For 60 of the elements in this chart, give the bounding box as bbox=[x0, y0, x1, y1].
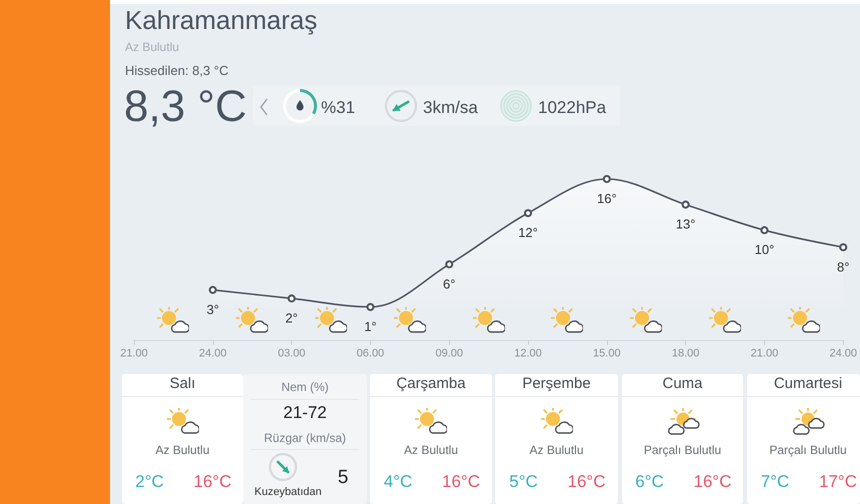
text: 16°C bbox=[694, 472, 732, 491]
text: Perşembe bbox=[522, 375, 591, 392]
data-label: 16° bbox=[596, 191, 617, 206]
chart-subtitle: Az Bulutlu bbox=[125, 40, 180, 54]
x-tick-label: 18.00 bbox=[672, 348, 700, 360]
x-tick-label: 21.00 bbox=[750, 348, 778, 360]
text: Cumartesi bbox=[774, 375, 842, 392]
text: 21-72 bbox=[283, 402, 327, 422]
text: Az Bulutlu bbox=[155, 442, 210, 457]
text: 16°C bbox=[568, 472, 606, 491]
text: Çarşamba bbox=[396, 375, 466, 392]
data-label: 6° bbox=[442, 276, 456, 292]
x-tick-label: 21.00 bbox=[120, 348, 148, 360]
text: Kuzeybatıdan bbox=[254, 486, 322, 498]
text: Az Bulutlu bbox=[404, 442, 458, 457]
text: Rüzgar (km/sa) bbox=[264, 430, 346, 445]
text: 2°C bbox=[135, 472, 164, 491]
text: 16°C bbox=[442, 472, 480, 491]
chart-title: Kahramanmaraş bbox=[125, 4, 318, 35]
text: Parçalı Bulutlu bbox=[769, 442, 847, 457]
text: 1022hPa bbox=[538, 98, 606, 117]
text: 4°C bbox=[384, 472, 412, 491]
text: 17°C bbox=[819, 472, 857, 491]
text: 3km/sa bbox=[423, 98, 478, 117]
text: Cuma bbox=[662, 375, 702, 392]
text: 8,3 °C bbox=[124, 82, 247, 131]
text: Az Bulutlu bbox=[529, 442, 584, 457]
text: 7°C bbox=[760, 472, 790, 491]
data-label: 3° bbox=[206, 302, 220, 317]
x-tick-label: 12.00 bbox=[514, 348, 542, 360]
point bbox=[682, 200, 690, 209]
point bbox=[288, 294, 296, 302]
text: 5 bbox=[338, 466, 348, 488]
point bbox=[208, 286, 217, 294]
text: 6°C bbox=[635, 472, 664, 491]
text: %31 bbox=[321, 98, 356, 117]
text: Salı bbox=[170, 375, 196, 392]
data-label: 10° bbox=[754, 242, 774, 258]
text: Parçalı Bulutlu bbox=[644, 442, 722, 457]
x-tick-label: 06.00 bbox=[356, 348, 384, 360]
text: 16°C bbox=[194, 472, 232, 491]
text: Hissedilen: 8,3 °C bbox=[125, 62, 228, 78]
data-label: 2° bbox=[285, 310, 298, 326]
point bbox=[602, 175, 611, 183]
data-label: 1° bbox=[364, 319, 377, 334]
x-tick-label: 09.00 bbox=[435, 348, 463, 360]
data-label: 12° bbox=[518, 225, 538, 240]
text: Nem (%) bbox=[281, 380, 329, 394]
point bbox=[366, 303, 374, 311]
x-tick-label: 15.00 bbox=[593, 348, 621, 360]
x-tick-label: 03.00 bbox=[278, 348, 306, 360]
data-label: 13° bbox=[676, 216, 696, 232]
x-tick-label: 24.00 bbox=[829, 348, 857, 360]
x-tick-label: 24.00 bbox=[199, 348, 227, 360]
point bbox=[445, 260, 454, 268]
text: 5°C bbox=[509, 472, 538, 491]
point bbox=[524, 209, 532, 218]
point bbox=[839, 243, 848, 252]
data-label: 8° bbox=[837, 259, 850, 274]
point bbox=[760, 226, 768, 234]
